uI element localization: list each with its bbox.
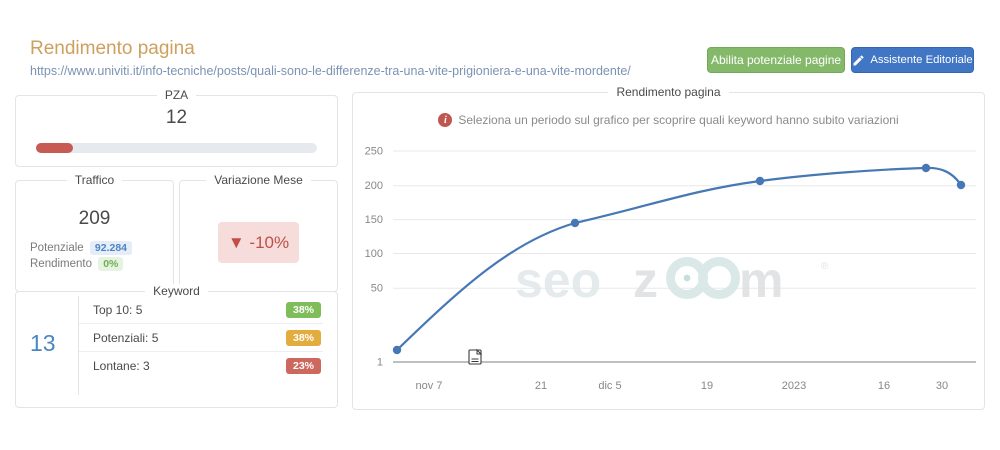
svg-text:19: 19: [701, 380, 713, 392]
svg-text:50: 50: [371, 283, 383, 295]
svg-text:z: z: [633, 252, 658, 308]
svg-text:nov 7: nov 7: [416, 380, 443, 392]
svg-text:®: ®: [821, 261, 829, 272]
svg-text:dic 5: dic 5: [598, 380, 621, 392]
svg-text:m: m: [739, 252, 783, 308]
svg-text:1: 1: [377, 357, 383, 369]
svg-text:2023: 2023: [782, 380, 806, 392]
svg-text:200: 200: [365, 180, 383, 192]
svg-text:seo: seo: [515, 252, 601, 308]
svg-text:16: 16: [878, 380, 890, 392]
svg-text:21: 21: [535, 380, 547, 392]
svg-text:100: 100: [365, 248, 383, 260]
svg-text:30: 30: [936, 380, 948, 392]
svg-text:250: 250: [365, 146, 383, 158]
svg-text:150: 150: [365, 214, 383, 226]
